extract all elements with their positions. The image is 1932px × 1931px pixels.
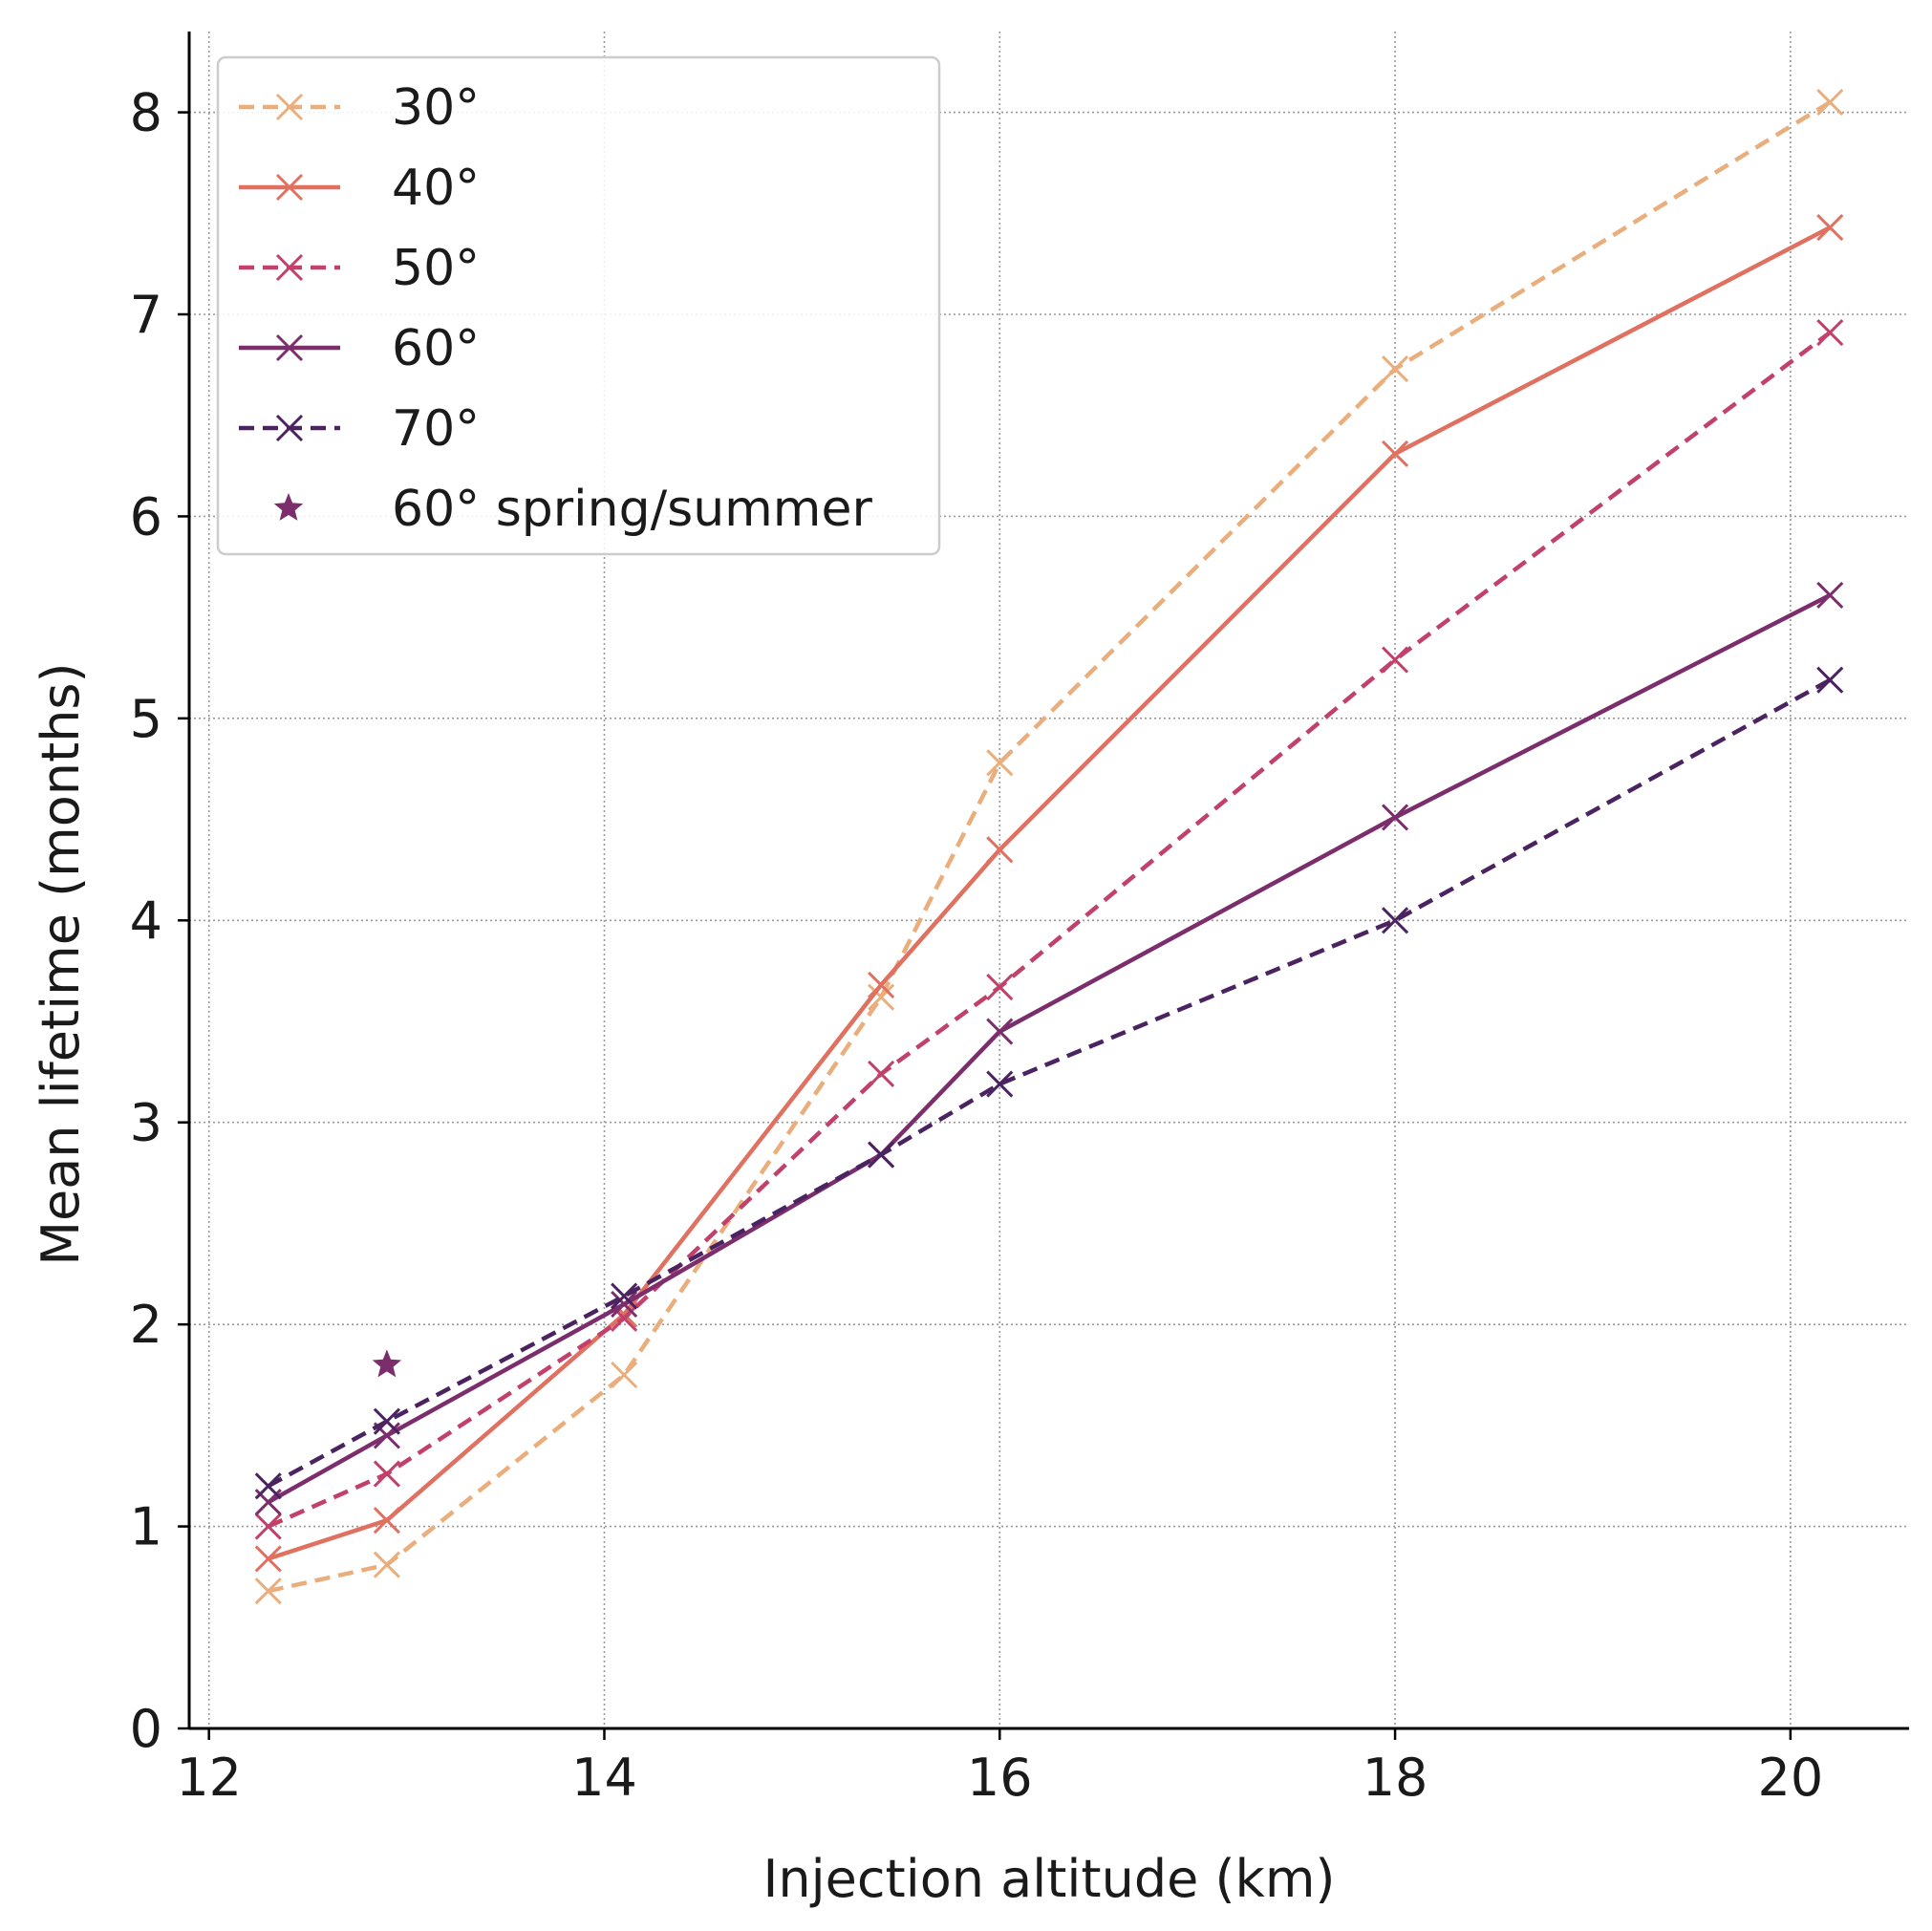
- y-tick-label: 2: [130, 1295, 162, 1355]
- legend-marker-star: [273, 493, 304, 521]
- legend: 30° 40° 50° 60° 70° 60° spring/summer: [216, 55, 941, 556]
- data-point: [1382, 804, 1409, 831]
- y-axis-label: Mean lifetime (months): [31, 662, 91, 1265]
- data-point: [1382, 355, 1409, 383]
- data-point: [611, 1361, 638, 1389]
- axes: [178, 32, 1909, 1740]
- series-5: [372, 1349, 402, 1378]
- x-tick-label: 14: [571, 1748, 637, 1808]
- data-point: [373, 1460, 400, 1488]
- y-tick-label: 1: [130, 1497, 162, 1557]
- legend-item: 40°: [239, 160, 480, 217]
- data-point: [986, 1070, 1014, 1098]
- data-point: [868, 971, 895, 999]
- data-point: [254, 1513, 282, 1540]
- data-point: [1382, 907, 1409, 934]
- legend-item: 30°: [239, 79, 480, 137]
- data-point-star: [372, 1349, 402, 1378]
- y-tick-label: 4: [130, 890, 162, 951]
- legend-label: 50°: [392, 240, 480, 297]
- data-point: [868, 983, 895, 1011]
- x-tick-label: 16: [967, 1748, 1033, 1808]
- data-point: [986, 749, 1014, 777]
- x-tick-label: 20: [1758, 1748, 1824, 1808]
- data-point: [1816, 666, 1844, 694]
- series-3: [254, 581, 1844, 1516]
- data-point: [1816, 214, 1844, 242]
- data-point: [868, 1060, 895, 1088]
- data-point: [986, 836, 1014, 864]
- data-point: [373, 1551, 400, 1578]
- data-point: [868, 1141, 895, 1169]
- legend-item: 50°: [239, 240, 480, 297]
- x-tick-label: 18: [1363, 1748, 1428, 1808]
- data-point: [373, 1507, 400, 1534]
- series-0: [254, 88, 1844, 1605]
- legend-label: 60°: [392, 320, 480, 377]
- x-axis-label: Injection altitude (km): [762, 1849, 1335, 1909]
- y-tick-label: 0: [130, 1699, 162, 1759]
- legend-item: 70°: [239, 400, 480, 458]
- y-tick-label: 6: [130, 486, 162, 547]
- data-point: [986, 1018, 1014, 1045]
- legend-item: 60° spring/summer: [273, 481, 872, 538]
- data-point: [254, 1545, 282, 1573]
- x-tick-label: 12: [176, 1748, 242, 1808]
- data-point: [1816, 88, 1844, 117]
- data-point: [254, 1472, 282, 1500]
- series-layer: [254, 88, 1844, 1605]
- data-point: [1382, 646, 1409, 674]
- legend-label: 70°: [392, 400, 480, 458]
- legend-marker: [275, 333, 304, 362]
- legend-box: [216, 55, 941, 556]
- legend-label: 40°: [392, 160, 480, 217]
- grid-lines: [189, 32, 1909, 1729]
- data-point: [611, 1282, 638, 1310]
- legend-marker: [275, 93, 304, 121]
- series-1: [254, 214, 1844, 1573]
- legend-label: 30°: [392, 79, 480, 137]
- data-point: [611, 1290, 638, 1319]
- legend-marker: [275, 414, 304, 442]
- y-tick-label: 8: [130, 83, 162, 143]
- legend-marker: [275, 173, 304, 202]
- series-4: [254, 666, 1844, 1500]
- legend-item: 60°: [239, 320, 480, 377]
- y-tick-label: 7: [130, 285, 162, 345]
- data-point: [1382, 440, 1409, 467]
- data-point: [1816, 318, 1844, 347]
- y-tick-label: 3: [130, 1093, 162, 1153]
- data-point: [373, 1407, 400, 1435]
- y-tick-label: 5: [130, 689, 162, 749]
- data-point: [254, 1577, 282, 1605]
- legend-label: 60° spring/summer: [392, 481, 872, 538]
- series-line: [267, 592, 1832, 1505]
- data-point: [1816, 581, 1844, 609]
- data-point: [986, 973, 1014, 1001]
- legend-marker: [275, 253, 304, 282]
